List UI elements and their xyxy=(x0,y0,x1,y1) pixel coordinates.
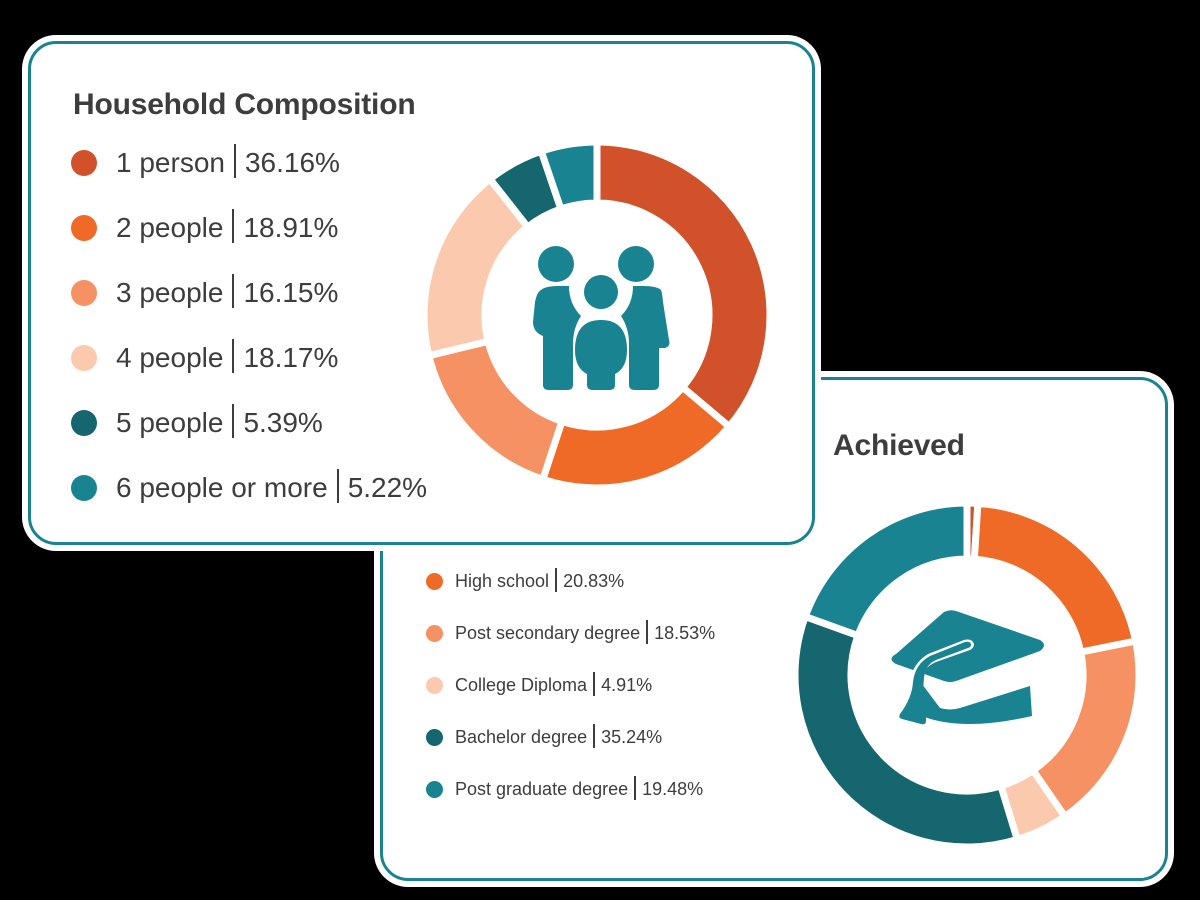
legend-dot xyxy=(426,780,443,798)
legend-item-4-people: 4 people 18.17% xyxy=(71,339,339,375)
donut-segment xyxy=(536,138,601,214)
legend-label: Post graduate degree xyxy=(455,778,629,799)
legend-value: 5.39% xyxy=(243,407,323,438)
legend-label: 6 people or more xyxy=(116,472,328,503)
legend-item-1-person: 1 person 36.16% xyxy=(71,144,340,180)
legend-dot xyxy=(426,676,443,694)
divider xyxy=(232,404,235,438)
legend-dot xyxy=(426,572,443,590)
legend-label: 3 people xyxy=(116,277,224,308)
divider xyxy=(233,144,236,178)
legend-item-college-diploma: College Diploma 4.91% xyxy=(426,672,653,697)
donut-segment xyxy=(800,499,971,641)
legend-label: Post secondary degree xyxy=(455,622,641,643)
household-title: Household Composition xyxy=(73,88,416,121)
legend-item-bachelor: Bachelor degree 35.24% xyxy=(426,724,663,749)
legend-item-post-secondary: Post secondary degree 18.53% xyxy=(426,620,716,645)
divider xyxy=(634,776,637,800)
donut-segment xyxy=(791,612,1022,851)
divider xyxy=(232,209,235,243)
legend-value: 35.24% xyxy=(601,726,663,747)
legend-value: 20.83% xyxy=(563,570,625,591)
divider xyxy=(232,339,235,373)
legend-dot xyxy=(71,280,97,306)
legend-label: 2 people xyxy=(116,212,224,243)
legend-label: High school xyxy=(455,570,550,591)
legend-label: Bachelor degree xyxy=(455,726,588,747)
donut-segment xyxy=(538,382,735,492)
legend-dot xyxy=(71,345,97,371)
legend-value: 4.91% xyxy=(601,674,653,695)
legend-value: 5.22% xyxy=(347,472,428,503)
legend-dot xyxy=(71,150,97,176)
legend-item-3-people: 3 people 16.15% xyxy=(71,274,339,310)
legend-value: 16.15% xyxy=(243,277,339,308)
donut-segment xyxy=(593,138,774,432)
graduation-cap-icon xyxy=(891,610,1044,726)
divider xyxy=(593,724,596,748)
legend-dot xyxy=(426,624,443,642)
legend-dot xyxy=(71,215,97,241)
legend-item-6-people-or-more: 6 people or more 5.22% xyxy=(71,469,428,505)
legend-dot xyxy=(426,728,443,746)
divider xyxy=(646,620,649,644)
legend-item-post-graduate: Post graduate degree 19.48% xyxy=(426,776,704,801)
divider xyxy=(232,274,235,308)
education-donut-chart xyxy=(791,499,1143,851)
divider xyxy=(593,672,596,696)
legend-label: College Diploma xyxy=(455,674,588,695)
education-title: Achieved xyxy=(833,429,965,462)
household-donut-chart xyxy=(420,138,774,492)
legend-value: 18.17% xyxy=(243,342,339,373)
legend-value: 19.48% xyxy=(642,778,704,799)
divider xyxy=(336,469,339,503)
legend-label: 4 people xyxy=(116,342,224,373)
legend-item-high-school: High school 20.83% xyxy=(426,568,625,593)
legend-value: 18.53% xyxy=(654,622,716,643)
legend-value: 18.91% xyxy=(243,212,339,243)
divider xyxy=(555,568,558,592)
legend-dot xyxy=(71,475,97,501)
legend-value: 36.16% xyxy=(244,147,340,178)
legend-label: 1 person xyxy=(116,147,225,178)
legend-label: 5 people xyxy=(116,407,224,438)
legend-item-5-people: 5 people 5.39% xyxy=(71,404,323,440)
family-icon xyxy=(533,246,670,390)
legend-item-2-people: 2 people 18.91% xyxy=(71,209,339,245)
legend-dot xyxy=(71,410,97,436)
